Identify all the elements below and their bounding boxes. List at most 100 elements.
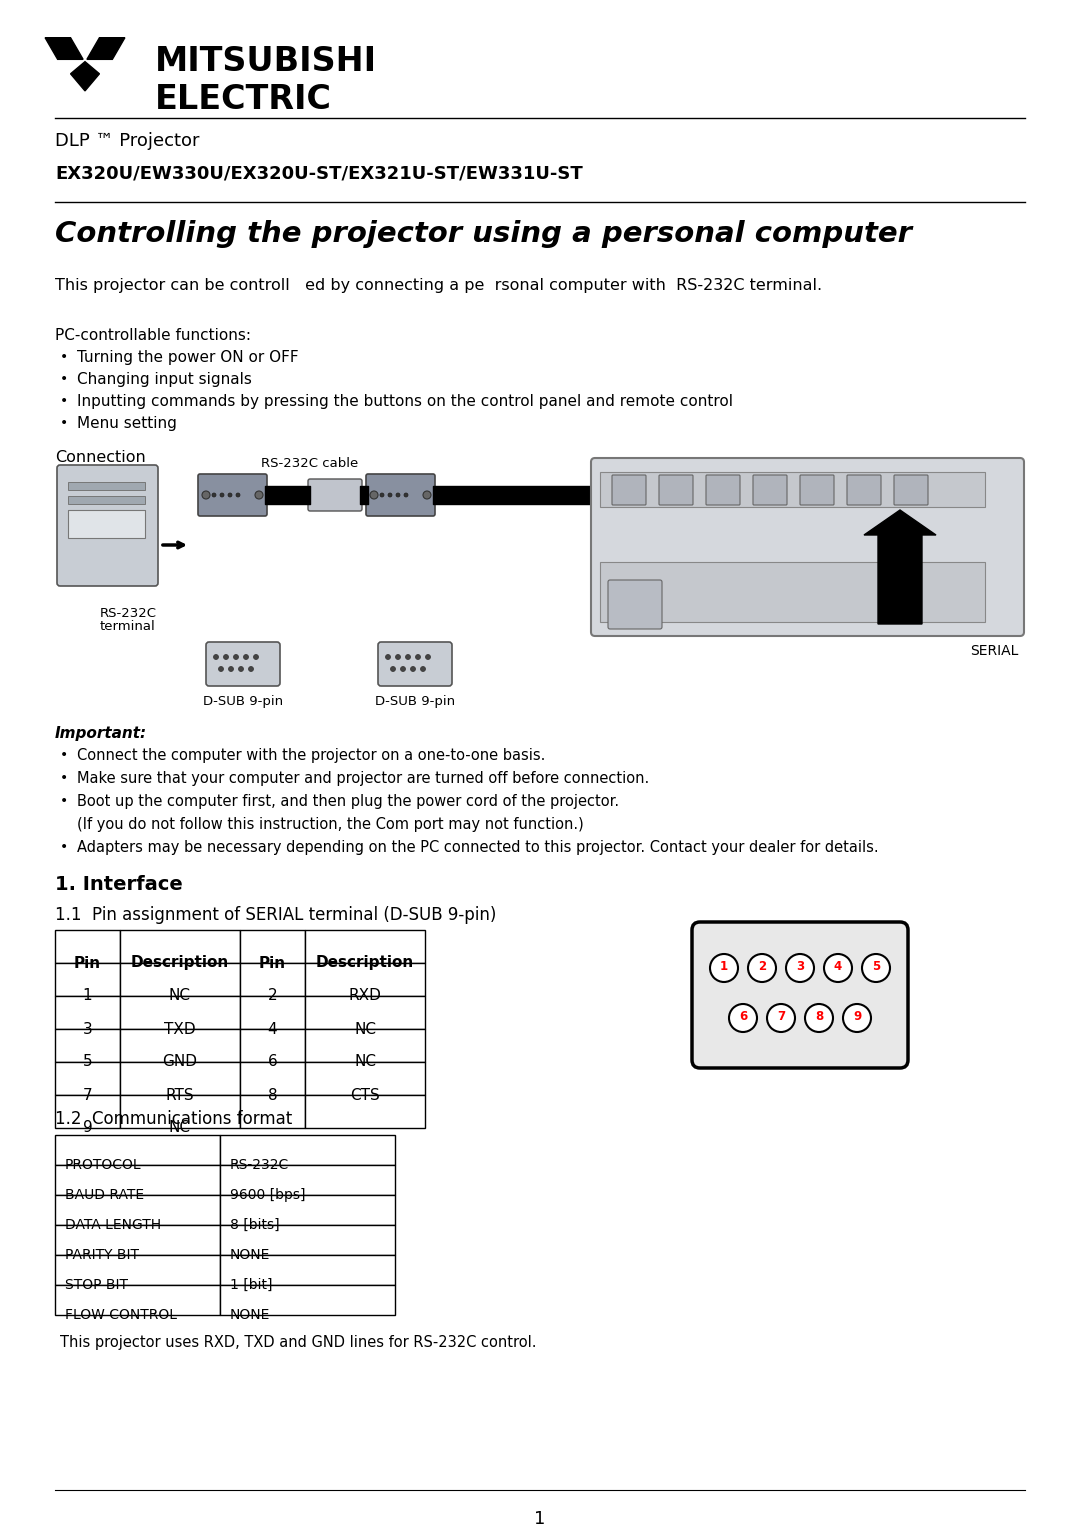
FancyBboxPatch shape bbox=[305, 1061, 426, 1095]
FancyBboxPatch shape bbox=[753, 475, 787, 505]
FancyBboxPatch shape bbox=[220, 1225, 395, 1255]
Text: RS-232C: RS-232C bbox=[230, 1157, 289, 1173]
Text: ELECTRIC: ELECTRIC bbox=[156, 82, 332, 116]
FancyBboxPatch shape bbox=[55, 930, 120, 964]
Circle shape bbox=[843, 1003, 870, 1032]
Circle shape bbox=[420, 666, 426, 672]
Text: 4: 4 bbox=[834, 959, 842, 973]
FancyBboxPatch shape bbox=[240, 996, 305, 1029]
Text: 9: 9 bbox=[853, 1009, 861, 1023]
Circle shape bbox=[243, 655, 248, 660]
Circle shape bbox=[388, 493, 392, 496]
Text: MITSUBISHI: MITSUBISHI bbox=[156, 44, 377, 78]
FancyBboxPatch shape bbox=[220, 1286, 395, 1315]
Text: 9600 [bps]: 9600 [bps] bbox=[230, 1188, 306, 1202]
Circle shape bbox=[255, 492, 264, 499]
Text: 1: 1 bbox=[535, 1510, 545, 1527]
Text: SERIAL: SERIAL bbox=[970, 644, 1018, 658]
Circle shape bbox=[212, 493, 216, 496]
Text: Pin: Pin bbox=[259, 956, 286, 971]
Circle shape bbox=[786, 954, 814, 982]
FancyBboxPatch shape bbox=[57, 466, 158, 586]
FancyBboxPatch shape bbox=[220, 1165, 395, 1196]
FancyBboxPatch shape bbox=[800, 475, 834, 505]
Circle shape bbox=[248, 666, 254, 672]
Text: Turning the power ON or OFF: Turning the power ON or OFF bbox=[77, 350, 299, 365]
FancyBboxPatch shape bbox=[591, 458, 1024, 637]
Text: RTS: RTS bbox=[165, 1087, 194, 1102]
Circle shape bbox=[233, 655, 239, 660]
FancyBboxPatch shape bbox=[378, 641, 453, 686]
FancyBboxPatch shape bbox=[600, 472, 985, 507]
Text: •: • bbox=[60, 373, 68, 386]
Text: 8: 8 bbox=[268, 1087, 278, 1102]
Text: Important:: Important: bbox=[55, 725, 147, 741]
Polygon shape bbox=[70, 61, 99, 92]
FancyBboxPatch shape bbox=[55, 1225, 220, 1255]
Circle shape bbox=[228, 493, 232, 496]
Text: GND: GND bbox=[162, 1055, 198, 1069]
Text: Pin: Pin bbox=[73, 956, 102, 971]
Circle shape bbox=[370, 492, 378, 499]
FancyBboxPatch shape bbox=[894, 475, 928, 505]
FancyBboxPatch shape bbox=[120, 996, 240, 1029]
FancyBboxPatch shape bbox=[120, 1061, 240, 1095]
Circle shape bbox=[862, 954, 890, 982]
Text: •: • bbox=[60, 394, 68, 408]
Text: TXD: TXD bbox=[164, 1022, 195, 1037]
FancyBboxPatch shape bbox=[120, 964, 240, 996]
Text: 7: 7 bbox=[83, 1087, 92, 1102]
FancyBboxPatch shape bbox=[220, 1135, 395, 1165]
FancyBboxPatch shape bbox=[366, 473, 435, 516]
Text: 1: 1 bbox=[83, 988, 92, 1003]
Text: RXD: RXD bbox=[349, 988, 381, 1003]
Text: Connect the computer with the projector on a one-to-one basis.: Connect the computer with the projector … bbox=[77, 748, 545, 764]
Text: 5: 5 bbox=[83, 1055, 92, 1069]
FancyBboxPatch shape bbox=[68, 510, 145, 538]
Circle shape bbox=[224, 655, 229, 660]
Text: Make sure that your computer and projector are turned off before connection.: Make sure that your computer and project… bbox=[77, 771, 649, 786]
Text: RS-232C: RS-232C bbox=[100, 608, 157, 620]
FancyBboxPatch shape bbox=[68, 496, 145, 504]
Text: 5: 5 bbox=[872, 959, 880, 973]
Text: CTS: CTS bbox=[350, 1087, 380, 1102]
Circle shape bbox=[237, 493, 240, 496]
FancyBboxPatch shape bbox=[55, 1196, 220, 1225]
Text: STOP BIT: STOP BIT bbox=[65, 1278, 129, 1292]
Circle shape bbox=[391, 666, 395, 672]
Text: 1.1  Pin assignment of SERIAL terminal (D-SUB 9-pin): 1.1 Pin assignment of SERIAL terminal (D… bbox=[55, 906, 497, 924]
FancyBboxPatch shape bbox=[305, 1095, 426, 1128]
FancyBboxPatch shape bbox=[240, 1029, 305, 1061]
FancyBboxPatch shape bbox=[305, 996, 426, 1029]
Text: 1. Interface: 1. Interface bbox=[55, 875, 183, 893]
Text: NC: NC bbox=[354, 1055, 376, 1069]
Text: 8 [bits]: 8 [bits] bbox=[230, 1219, 280, 1232]
Text: 1: 1 bbox=[720, 959, 728, 973]
FancyBboxPatch shape bbox=[659, 475, 693, 505]
Text: 6: 6 bbox=[268, 1055, 278, 1069]
FancyBboxPatch shape bbox=[120, 930, 240, 964]
Text: PARITY BIT: PARITY BIT bbox=[65, 1248, 139, 1261]
Text: 2: 2 bbox=[758, 959, 766, 973]
FancyBboxPatch shape bbox=[220, 1255, 395, 1286]
Text: 6: 6 bbox=[739, 1009, 747, 1023]
Text: This projector can be controll   ed by connecting a pe  rsonal computer with  RS: This projector can be controll ed by con… bbox=[55, 278, 822, 293]
Circle shape bbox=[380, 493, 384, 496]
Text: Connection: Connection bbox=[55, 450, 146, 466]
FancyBboxPatch shape bbox=[198, 473, 267, 516]
Circle shape bbox=[254, 655, 258, 660]
Circle shape bbox=[202, 492, 210, 499]
Text: NC: NC bbox=[168, 1121, 191, 1136]
Circle shape bbox=[229, 666, 233, 672]
FancyBboxPatch shape bbox=[55, 1029, 120, 1061]
Text: 7: 7 bbox=[777, 1009, 785, 1023]
FancyBboxPatch shape bbox=[600, 562, 985, 621]
Circle shape bbox=[404, 493, 408, 496]
Text: PC-controllable functions:: PC-controllable functions: bbox=[55, 328, 251, 344]
Circle shape bbox=[416, 655, 420, 660]
FancyBboxPatch shape bbox=[55, 1095, 120, 1128]
Text: NONE: NONE bbox=[230, 1309, 270, 1322]
Circle shape bbox=[729, 1003, 757, 1032]
FancyBboxPatch shape bbox=[706, 475, 740, 505]
Circle shape bbox=[710, 954, 738, 982]
